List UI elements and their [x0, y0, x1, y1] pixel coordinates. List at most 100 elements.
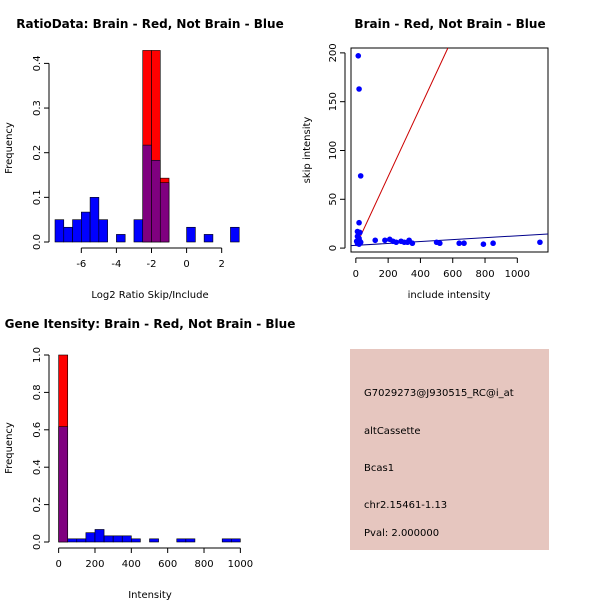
scatter-panel: Brain - Red, Not Brain - Blue include in… [302, 17, 549, 301]
ratio-histogram-bars [54, 50, 240, 243]
intensity-histogram-x-tick-label: 800 [194, 559, 213, 570]
intensity-histogram-title: Gene Itensity: Brain - Red, Not Brain - … [5, 317, 296, 331]
scatter-xlabel: include intensity [408, 290, 491, 301]
ratio-histogram-y-tick-label: 0.4 [32, 55, 43, 71]
scatter-point [356, 219, 362, 226]
scatter-y-tick-label: 100 [328, 141, 339, 160]
scatter-point [356, 86, 362, 92]
scatter-point [461, 240, 467, 247]
scatter-title: Brain - Red, Not Brain - Blue [354, 17, 545, 31]
intensity-histogram-x-tick-label: 400 [122, 559, 141, 570]
intensity-histogram-bar-not-brain [67, 538, 78, 543]
ratio-histogram-bar-not-brain [151, 159, 161, 243]
info-location: chr2.15461-1.13 [364, 500, 447, 511]
intensity-histogram-y-tick-label: 0.8 [32, 384, 43, 400]
scatter-point [393, 239, 400, 246]
intensity-histogram-y-tick-label: 0.2 [32, 497, 43, 513]
scatter-point [357, 173, 364, 179]
scatter-point [382, 237, 388, 244]
ratio-histogram-bar-not-brain [81, 211, 91, 243]
intensity-histogram-y-tick-label: 1.0 [32, 347, 43, 363]
ratio-histogram-axes: -6 -4 -2 0 2 0.0 0.1 0.2 0.3 0.4 [32, 55, 225, 270]
scatter-x-tick-label: 1000 [505, 269, 530, 280]
intensity-histogram-panel: Gene Itensity: Brain - Red, Not Brain - … [4, 317, 295, 600]
intensity-histogram-x-tick-label: 1000 [228, 559, 253, 570]
intensity-histogram-y-tick-label: 0.4 [32, 459, 43, 475]
intensity-histogram-bar-not-brain [176, 538, 187, 543]
intensity-histogram-bar-not-brain [221, 538, 232, 543]
intensity-histogram-x-tick-label: 200 [85, 559, 104, 570]
scatter-point [372, 237, 379, 244]
scatter-y-tick-label: 150 [328, 92, 339, 111]
intensity-histogram-y-axis: 0.0 0.2 0.4 0.6 0.8 1.0 [32, 347, 50, 550]
ratio-histogram-x-tick-label: -6 [76, 259, 86, 270]
scatter-points [353, 53, 543, 247]
scatter-x-tick-label: 0 [353, 269, 359, 280]
ratio-histogram-y-tick-label: 0.0 [32, 234, 43, 250]
ratio-histogram-x-tick-label: -2 [147, 259, 157, 270]
scatter-y-axis: 0 50 100 150 200 [328, 43, 346, 251]
scatter-point [456, 240, 462, 247]
intensity-histogram-bar-not-brain [112, 535, 123, 543]
ratio-histogram-ylabel: Frequency [4, 122, 15, 174]
info-pval: Pval: 2.000000 [364, 528, 439, 539]
intensity-histogram-bar-not-brain [149, 538, 159, 543]
ratio-histogram-bar-not-brain [54, 219, 65, 243]
ratio-histogram-y-axis: 0.0 0.1 0.2 0.3 0.4 [32, 55, 50, 250]
ratio-histogram-bar-not-brain [89, 197, 100, 243]
scatter-point [537, 239, 543, 246]
ratio-histogram-bar-not-brain [203, 234, 214, 243]
info-gene: Bcas1 [364, 463, 394, 474]
intensity-histogram-y-tick-label: 0.6 [32, 422, 43, 438]
scatter-point [480, 241, 487, 247]
scatter-x-axis: 0 200 400 600 800 1000 [353, 257, 530, 280]
intensity-histogram-bar-not-brain [121, 535, 132, 543]
scatter-point [437, 240, 443, 247]
scatter-x-tick-label: 800 [475, 269, 494, 280]
ratio-histogram-x-tick-label: 2 [218, 259, 224, 270]
intensity-histogram-axes: 0 200 400 600 800 1000 0.0 0.2 0.4 0.6 0.8 1.0 [32, 347, 253, 570]
info-panel: G7029273@J930515_RC@i_at altCassette Bca… [350, 349, 549, 550]
intensity-histogram-bar-not-brain [103, 535, 114, 543]
scatter-y-tick-label: 200 [328, 43, 339, 62]
ratio-histogram-bar-not-brain [133, 219, 144, 243]
info-background [350, 349, 549, 550]
intensity-histogram-xlabel: Intensity [128, 590, 172, 600]
info-probe-id: G7029273@J930515_RC@i_at [364, 388, 514, 399]
intensity-histogram-bar-not-brain [131, 538, 141, 543]
intensity-histogram-bar-not-brain [76, 538, 87, 543]
ratio-histogram-x-tick-label: 0 [183, 259, 189, 270]
ratio-histogram-bar-not-brain [63, 226, 73, 243]
ratio-histogram-panel: RatioData: Brain - Red, Not Brain - Blue… [4, 17, 284, 301]
intensity-histogram-bar-not-brain [230, 538, 241, 543]
scatter-point [490, 240, 496, 247]
intensity-histogram-x-tick-label: 0 [55, 559, 61, 570]
ratio-histogram-bar-not-brain [98, 219, 108, 243]
ratio-histogram-title: RatioData: Brain - Red, Not Brain - Blue [16, 17, 283, 31]
scatter-axes: 0 200 400 600 800 1000 0 50 100 150 200 [328, 43, 530, 280]
ratio-histogram-bar-not-brain [186, 226, 196, 243]
scatter-red-fit-line [355, 47, 449, 247]
intensity-histogram-bar-not-brain [85, 532, 96, 543]
intensity-histogram-x-axis: 0 200 400 600 800 1000 [55, 547, 253, 570]
ratio-histogram-bar-not-brain [72, 219, 82, 243]
ratio-histogram-x-axis: -6 -4 -2 0 2 [76, 247, 225, 270]
ratio-histogram-y-tick-label: 0.2 [32, 145, 43, 161]
ratio-histogram-bar-not-brain [230, 226, 240, 243]
scatter-point [357, 239, 364, 246]
scatter-plot-box [350, 47, 549, 253]
intensity-histogram-y-tick-label: 0.0 [32, 534, 43, 550]
intensity-histogram-bars [58, 354, 241, 543]
scatter-y-tick-label: 0 [328, 245, 339, 251]
scatter-point [409, 240, 416, 247]
scatter-y-tick-label: 50 [328, 193, 339, 206]
scatter-x-tick-label: 400 [411, 269, 430, 280]
scatter-ylabel: skip intensity [302, 117, 313, 184]
ratio-histogram-x-tick-label: -4 [111, 259, 121, 270]
scatter-point [355, 53, 362, 59]
ratio-histogram-y-tick-label: 0.1 [32, 189, 43, 205]
scatter-x-tick-label: 200 [379, 269, 398, 280]
intensity-histogram-x-tick-label: 600 [158, 559, 177, 570]
ratio-histogram-bar-not-brain [142, 144, 152, 243]
